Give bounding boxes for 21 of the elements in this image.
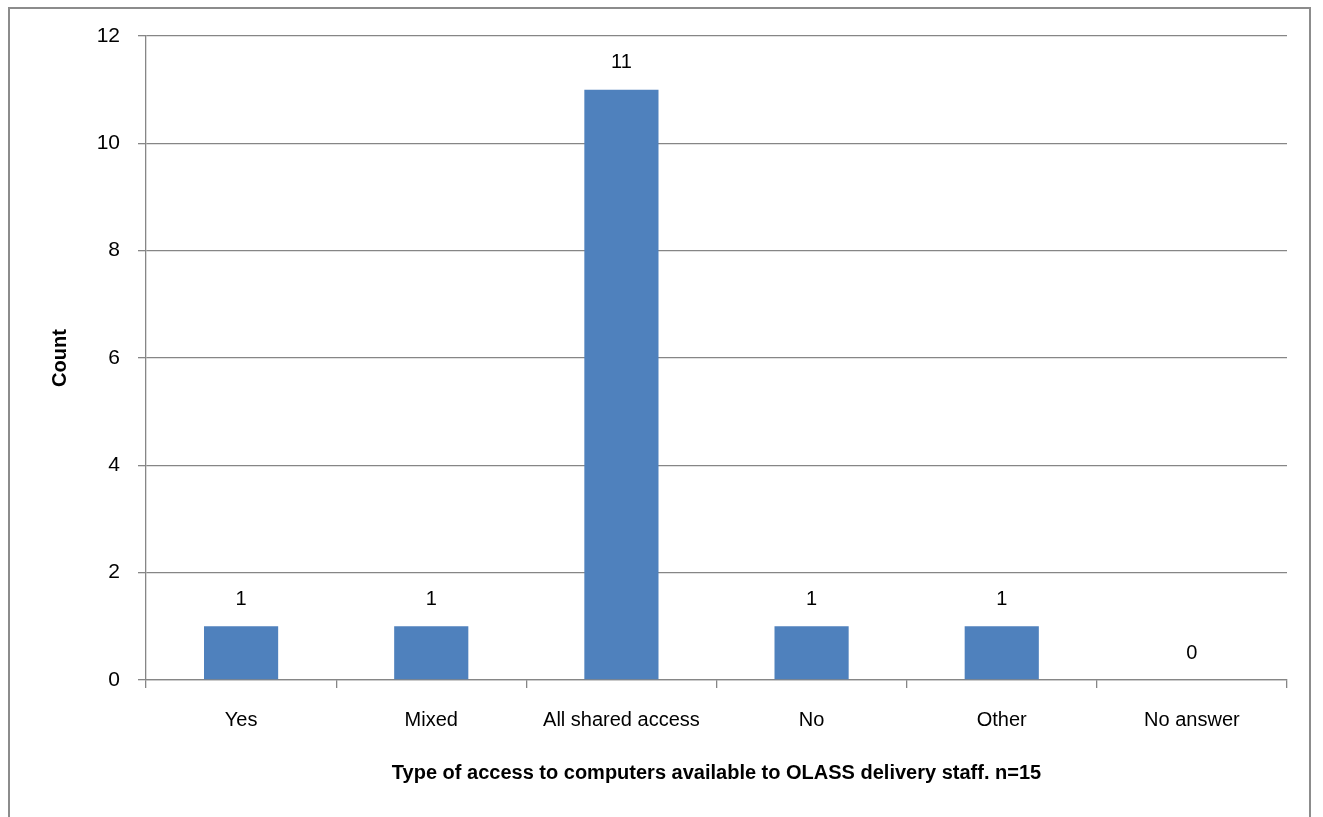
y-tick-label: 6	[108, 344, 120, 368]
y-tick-label: 4	[108, 452, 121, 476]
data-label: 1	[806, 586, 818, 609]
y-tick-label: 8	[108, 237, 120, 261]
data-label: 1	[996, 586, 1008, 609]
y-tick-label: 0	[108, 666, 120, 690]
x-tick-label: No	[798, 707, 825, 730]
x-tick-label: All shared access	[543, 707, 700, 730]
data-label: 11	[611, 50, 632, 73]
x-tick-label: Yes	[224, 707, 258, 730]
x-axis-title: Type of access to computers available to OLASS delivery staff. n=15	[391, 760, 1042, 783]
data-label: 0	[1186, 640, 1198, 663]
y-tick-label: 12	[96, 22, 120, 46]
y-axis-title: Count	[47, 328, 70, 387]
x-tick-label: Mixed	[404, 707, 458, 730]
data-label: 1	[235, 586, 247, 609]
data-label: 1	[425, 586, 437, 609]
x-tick-label: Other	[976, 707, 1028, 730]
y-tick-label: 10	[96, 130, 120, 154]
y-tick-label: 2	[108, 559, 120, 583]
x-tick-label: No answer	[1144, 707, 1241, 730]
